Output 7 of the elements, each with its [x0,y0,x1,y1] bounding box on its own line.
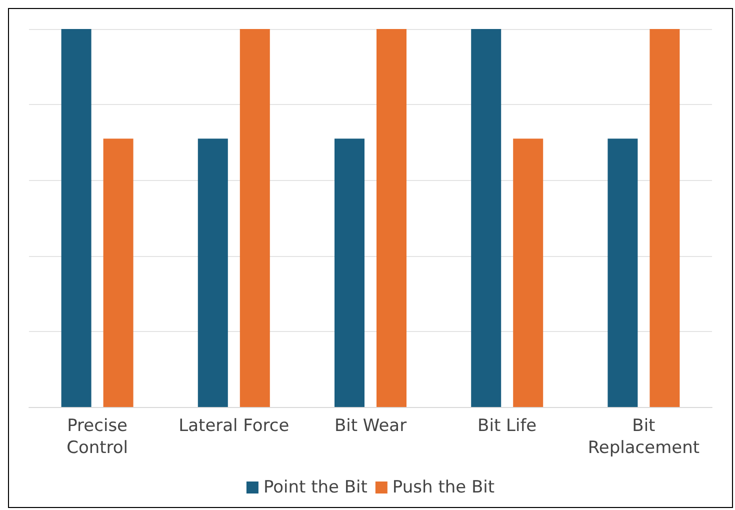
x-tick-label: Bit Replacement [588,416,700,458]
legend-label: Point the Bit [263,478,368,498]
x-tick-label: Precise Control [66,416,128,458]
x-tick-label: Bit Life [478,416,537,436]
legend-label: Push the Bit [392,478,495,498]
x-tick-label: Lateral Force [178,416,290,436]
x-tick-label: Bit Wear [334,416,407,436]
